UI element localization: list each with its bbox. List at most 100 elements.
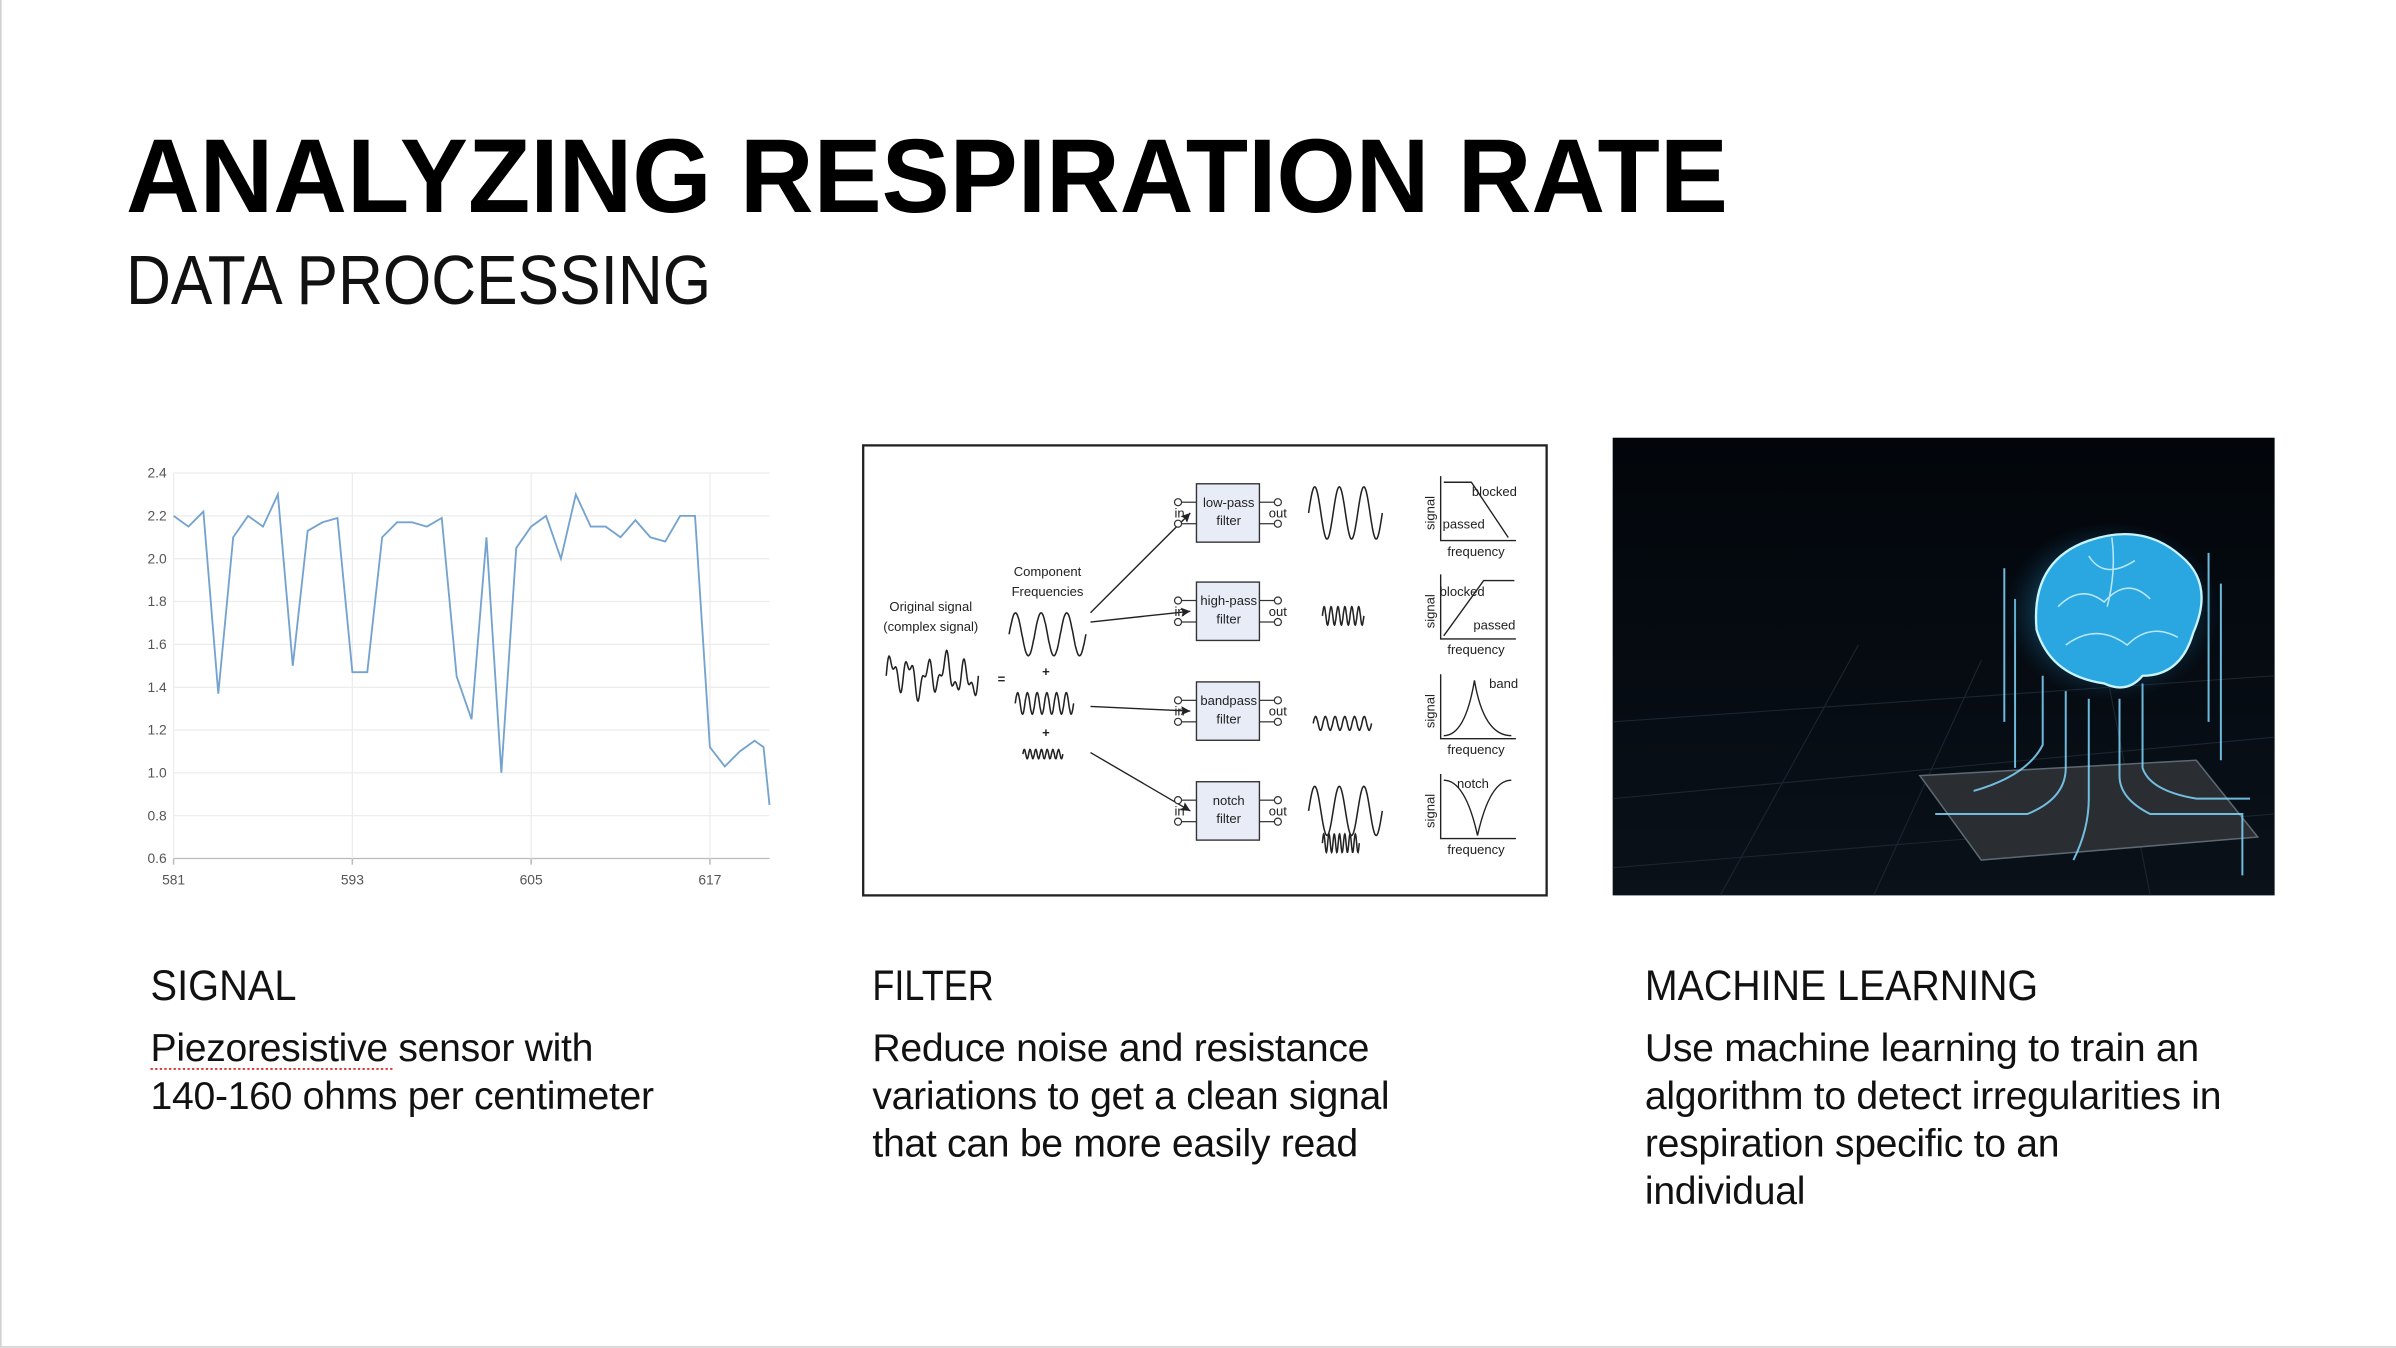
terminal xyxy=(1173,717,1183,726)
terminal xyxy=(1273,498,1283,507)
signal-line xyxy=(173,490,771,806)
diagram-label: = xyxy=(998,671,1006,686)
brain-image xyxy=(1612,437,2275,896)
diagram-label: passed xyxy=(1473,618,1515,633)
signal-chart: 0.6 0.8 1.0 1.2 1.4 1.6 1.8 2.0 2.2 2.4 581 593 605 6… xyxy=(147,465,771,888)
diagram-label: + xyxy=(1042,725,1050,740)
terminal xyxy=(1273,817,1283,826)
diagram-label: bandpass xyxy=(1200,693,1257,708)
x-tick-label: 581 xyxy=(162,872,185,888)
filter-diagram: Original signal (complex signal) = Componen… xyxy=(862,444,1548,897)
caption-line: Use machine learning to train an xyxy=(1645,1027,2199,1070)
diagram-label: signal xyxy=(1423,496,1438,530)
terminal xyxy=(1173,498,1183,507)
y-tick-label: 2.0 xyxy=(147,550,167,566)
y-tick-label: 1.2 xyxy=(147,722,166,738)
mini-axes xyxy=(1439,476,1516,542)
diagram-label: out xyxy=(1269,604,1288,619)
arrow-head xyxy=(1180,706,1191,716)
filter-box xyxy=(1195,781,1261,841)
diagram-label: high-pass xyxy=(1200,593,1257,608)
diagram-label: blocked xyxy=(1440,584,1485,599)
caption-line: 140-160 ohms per centimeter xyxy=(151,1075,654,1118)
terminal xyxy=(1273,596,1283,605)
output-wave xyxy=(1307,486,1384,540)
terminal xyxy=(1273,796,1283,805)
filter-box xyxy=(1195,483,1261,543)
y-tick-label: 1.4 xyxy=(147,679,167,695)
diagram-label: notch xyxy=(1457,776,1489,791)
diagram-label: Original signal xyxy=(889,599,972,614)
terminal xyxy=(1173,519,1183,528)
y-tick-label: 1.8 xyxy=(147,593,167,609)
terminal xyxy=(1173,617,1183,627)
diagram-label: signal xyxy=(1423,594,1438,628)
diagram-label: frequency xyxy=(1447,544,1505,559)
arrow-head xyxy=(1180,512,1191,523)
mini-axes xyxy=(1439,674,1516,740)
y-tick-label: 1.0 xyxy=(147,764,167,780)
diagram-label: filter xyxy=(1216,711,1241,726)
caption-heading: SIGNAL xyxy=(151,962,297,1010)
diagram-label: blocked xyxy=(1472,484,1517,499)
caption-heading: MACHINE LEARNING xyxy=(1645,962,2038,1010)
caption-line: Reduce noise and resistance xyxy=(872,1027,1369,1070)
output-wave xyxy=(1312,715,1373,732)
diagram-label: low-pass xyxy=(1203,495,1255,510)
diagram-label: Frequencies xyxy=(1012,584,1084,599)
diagram-label: in xyxy=(1174,506,1184,521)
arrow-head xyxy=(1180,607,1191,617)
caption-line: that can be more easily read xyxy=(872,1122,1357,1165)
diagram-label: signal xyxy=(1423,794,1438,828)
diagram-label: in xyxy=(1174,804,1184,819)
terminal xyxy=(1173,817,1183,826)
caption-line: respiration specific to an xyxy=(1645,1122,2059,1165)
diagram-label: frequency xyxy=(1447,642,1505,657)
arrow xyxy=(1090,705,1191,712)
output-wave xyxy=(1307,785,1384,837)
diagram-label: filter xyxy=(1216,811,1241,826)
terminal xyxy=(1173,796,1183,805)
subtitle: DATA PROCESSING xyxy=(126,241,711,319)
diagram-label: signal xyxy=(1423,694,1438,728)
component-wave xyxy=(1014,691,1075,716)
captions: SIGNAL Piezoresistive sensor with 140-160 … xyxy=(151,962,2222,1213)
caption-line: individual xyxy=(1645,1170,1805,1213)
diagram-label: in xyxy=(1174,604,1184,619)
arrow xyxy=(1090,610,1191,623)
terminal xyxy=(1273,617,1283,627)
caption-line: Piezoresistive sensor with xyxy=(151,1027,593,1070)
response-curve xyxy=(1443,680,1512,737)
component-wave xyxy=(1022,748,1064,760)
diagram-label: notch xyxy=(1213,793,1245,808)
terminal xyxy=(1273,519,1283,528)
x-tick-label: 593 xyxy=(341,872,364,888)
diagram-label: in xyxy=(1174,704,1184,719)
output-wave xyxy=(1321,605,1365,627)
diagram-label: filter xyxy=(1216,612,1241,627)
y-tick-label: 1.6 xyxy=(147,636,167,652)
diagram-label: (complex signal) xyxy=(883,619,978,634)
arrow xyxy=(1090,751,1191,812)
diagram-label: filter xyxy=(1216,513,1241,528)
diagram-label: out xyxy=(1269,704,1288,719)
complex-wave xyxy=(885,649,980,703)
y-tick-label: 0.8 xyxy=(147,807,167,823)
caption-heading: FILTER xyxy=(872,962,993,1010)
x-tick-label: 605 xyxy=(520,872,543,888)
diagram-label: band xyxy=(1489,676,1518,691)
diagram-label: Component xyxy=(1014,564,1082,579)
response-curve xyxy=(1443,579,1515,637)
brain xyxy=(2034,532,2203,689)
x-tick-label: 617 xyxy=(698,872,721,888)
diagram-label: out xyxy=(1269,804,1288,819)
y-tick-label: 0.6 xyxy=(147,850,167,866)
title: ANALYZING RESPIRATION RATE xyxy=(126,118,1728,235)
component-wave xyxy=(1008,611,1087,657)
response-curve xyxy=(1443,779,1512,836)
terminal xyxy=(1173,596,1183,605)
arrow-head xyxy=(1180,802,1191,811)
response-curve xyxy=(1443,481,1509,538)
